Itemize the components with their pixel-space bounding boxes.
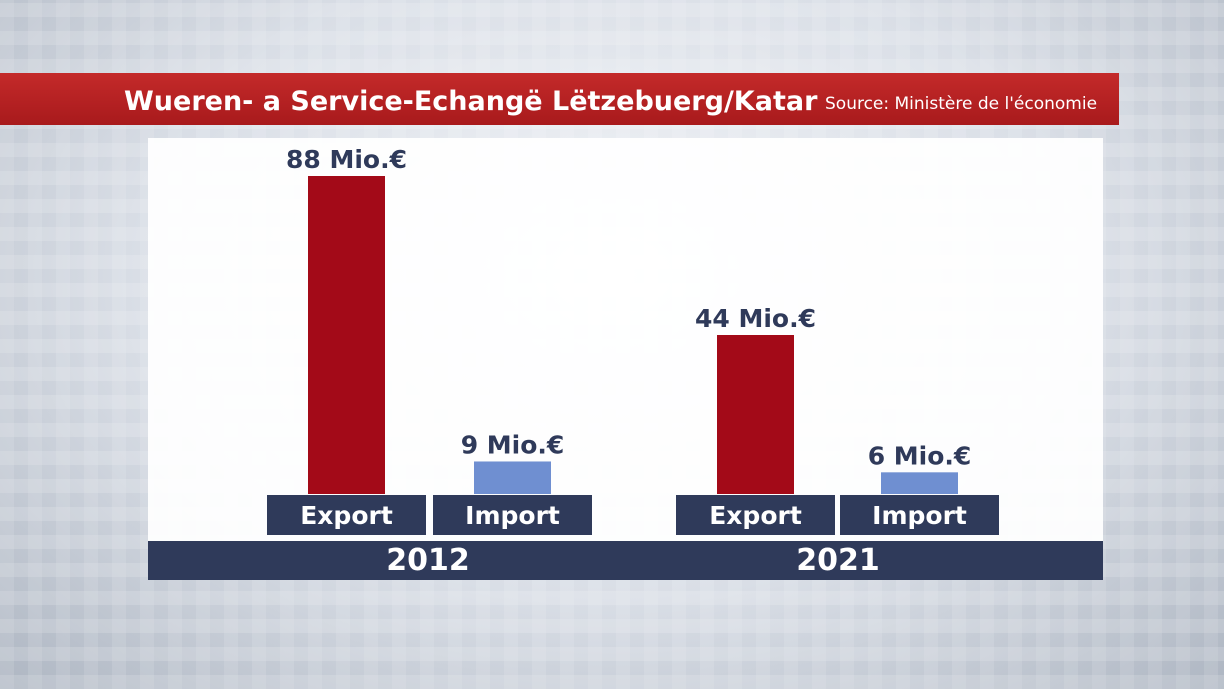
value-label-import-2021: 6 Mio.€ — [868, 441, 972, 470]
value-label-export-2021: 44 Mio.€ — [695, 304, 816, 333]
bar-export-2021 — [717, 335, 794, 494]
category-label-export-2021: Export — [709, 501, 802, 530]
category-label-import-2021: Import — [872, 501, 967, 530]
bar-export-2012 — [308, 176, 385, 494]
source-note: Source: Ministère de l'économie — [825, 94, 1098, 114]
chart-title: Wueren- a Service-Echangë Lëtzebuerg/Kat… — [124, 86, 818, 117]
bar-import-2012 — [474, 461, 551, 494]
year-label-2012: 2012 — [386, 543, 470, 578]
category-box-import-2012 — [433, 495, 592, 535]
category-box-export-2021 — [676, 495, 835, 535]
value-label-export-2012: 88 Mio.€ — [286, 145, 407, 174]
category-label-export-2012: Export — [300, 501, 393, 530]
title-bar — [0, 73, 1119, 125]
bar-import-2021 — [881, 472, 958, 494]
value-label-import-2012: 9 Mio.€ — [461, 430, 565, 459]
category-label-import-2012: Import — [465, 501, 560, 530]
category-box-import-2021 — [840, 495, 999, 535]
year-label-2021: 2021 — [796, 543, 880, 578]
category-box-export-2012 — [267, 495, 426, 535]
year-axis-bar — [148, 541, 1103, 580]
